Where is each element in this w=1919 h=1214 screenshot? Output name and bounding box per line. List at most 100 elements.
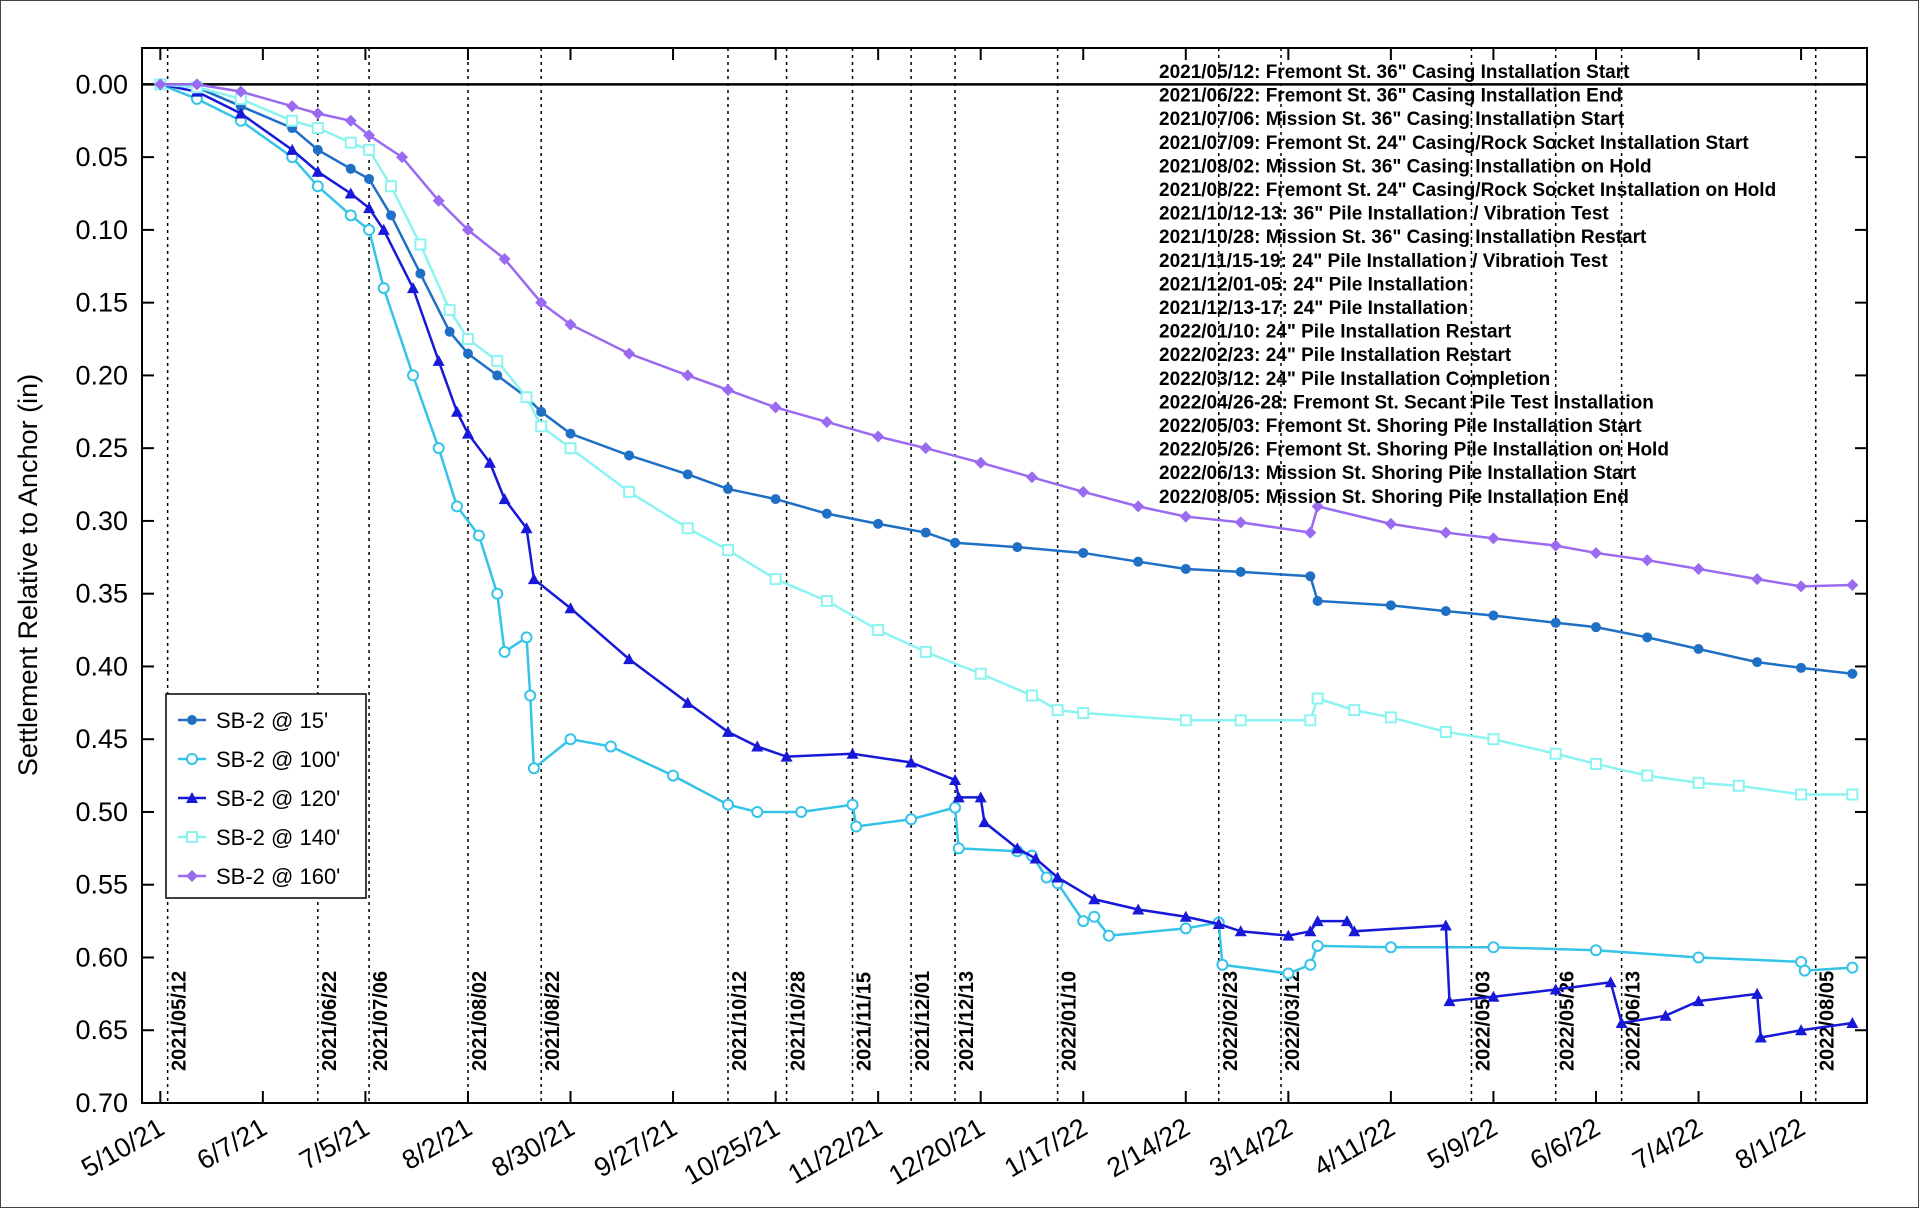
data-point	[1133, 556, 1144, 567]
data-point	[1305, 571, 1316, 582]
event-label: 2021/11/15	[854, 972, 876, 1071]
legend-item: SB-2 @ 15'	[178, 708, 328, 733]
data-point	[681, 369, 694, 382]
data-point	[780, 750, 793, 762]
data-point	[432, 194, 445, 207]
data-point	[1439, 725, 1452, 738]
data-point	[1487, 941, 1500, 954]
event-label: 2021/12/13	[956, 971, 978, 1071]
data-point	[1179, 922, 1192, 935]
data-point	[1384, 517, 1397, 530]
data-point	[1212, 918, 1225, 930]
y-tick-label: 0.15	[75, 288, 128, 318]
data-point	[1795, 580, 1808, 593]
data-point	[1751, 987, 1764, 999]
series-group	[154, 78, 1859, 1043]
annotation-line: 2022/05/03: Fremont St. Shoring Pile Ins…	[1159, 416, 1642, 437]
data-point	[1754, 1031, 1767, 1043]
data-point	[721, 798, 734, 811]
x-tick-label: 1/17/22	[999, 1112, 1092, 1183]
data-point	[234, 85, 247, 98]
x-tick-label: 5/9/22	[1422, 1112, 1502, 1176]
data-point	[498, 645, 511, 658]
data-point	[498, 493, 511, 505]
data-point	[1088, 910, 1101, 923]
data-point	[1549, 747, 1562, 760]
event-label: 2022/08/05	[1817, 971, 1839, 1071]
y-tick-label: 0.70	[75, 1088, 128, 1118]
data-point	[415, 268, 426, 279]
y-tick-label: 0.00	[75, 69, 128, 99]
data-point	[769, 573, 782, 586]
data-point	[432, 354, 445, 366]
data-point	[872, 430, 885, 443]
annotation-line: 2022/02/23: 24" Pile Installation Restar…	[1159, 345, 1512, 366]
data-point	[1340, 915, 1353, 927]
y-axis-label: Settlement Relative to Anchor (in)	[13, 374, 43, 776]
data-point	[520, 391, 533, 404]
data-point	[974, 456, 987, 469]
data-point	[1040, 871, 1053, 884]
data-point	[821, 508, 832, 519]
event-label: 2021/05/12	[169, 971, 191, 1071]
data-point	[407, 369, 420, 382]
data-point	[1692, 776, 1705, 789]
data-point	[681, 522, 694, 535]
data-point	[1234, 516, 1247, 529]
event-label: 2021/08/02	[469, 971, 491, 1071]
data-point	[1590, 622, 1601, 633]
data-point	[1282, 929, 1295, 941]
data-point	[770, 494, 781, 505]
data-point	[721, 383, 734, 396]
y-tick-label: 0.05	[75, 142, 128, 172]
x-tick-label: 9/27/21	[589, 1112, 682, 1183]
data-point	[154, 78, 167, 91]
y-tick-label: 0.45	[75, 724, 128, 754]
data-point	[905, 813, 918, 826]
data-point	[1440, 606, 1451, 617]
data-point	[1282, 967, 1295, 980]
data-point	[751, 805, 764, 818]
data-point	[1846, 1016, 1859, 1028]
data-point	[721, 544, 734, 557]
y-tick-label: 0.50	[75, 797, 128, 827]
x-tick-label: 8/2/21	[397, 1112, 477, 1176]
data-point	[820, 415, 833, 428]
data-point	[1304, 958, 1317, 971]
x-tick-label: 7/5/21	[294, 1112, 374, 1176]
data-point	[1487, 733, 1500, 746]
data-point	[345, 163, 356, 174]
data-point	[1549, 539, 1562, 552]
data-point	[461, 333, 474, 346]
data-point	[311, 107, 324, 120]
data-point	[234, 107, 247, 119]
data-point	[1659, 1009, 1672, 1021]
data-point	[564, 318, 577, 331]
data-point	[1077, 915, 1090, 928]
data-point	[462, 348, 473, 359]
data-point	[432, 442, 445, 455]
data-point	[623, 653, 636, 665]
x-tick-label: 8/1/22	[1730, 1112, 1810, 1176]
legend-item: SB-2 @ 140'	[178, 825, 340, 850]
data-point	[1384, 711, 1397, 724]
data-point	[722, 483, 733, 494]
data-point	[952, 791, 965, 803]
data-point	[950, 537, 961, 548]
data-point	[1311, 915, 1324, 927]
data-point	[820, 594, 833, 607]
data-point	[364, 173, 375, 184]
data-point	[1795, 788, 1808, 801]
annotation-line: 2021/12/13-17: 24" Pile Installation	[1159, 298, 1468, 319]
data-point	[1311, 939, 1324, 952]
data-point	[1216, 958, 1229, 971]
data-point	[978, 816, 991, 828]
annotation-line: 2022/03/12: 24" Pile Installation Comple…	[1159, 369, 1550, 390]
x-tick-label: 5/10/21	[76, 1112, 169, 1183]
data-point	[1796, 662, 1807, 673]
data-point	[1179, 714, 1192, 727]
data-point	[1692, 995, 1705, 1007]
data-point	[377, 282, 390, 295]
data-point	[491, 587, 504, 600]
data-point	[952, 842, 965, 855]
